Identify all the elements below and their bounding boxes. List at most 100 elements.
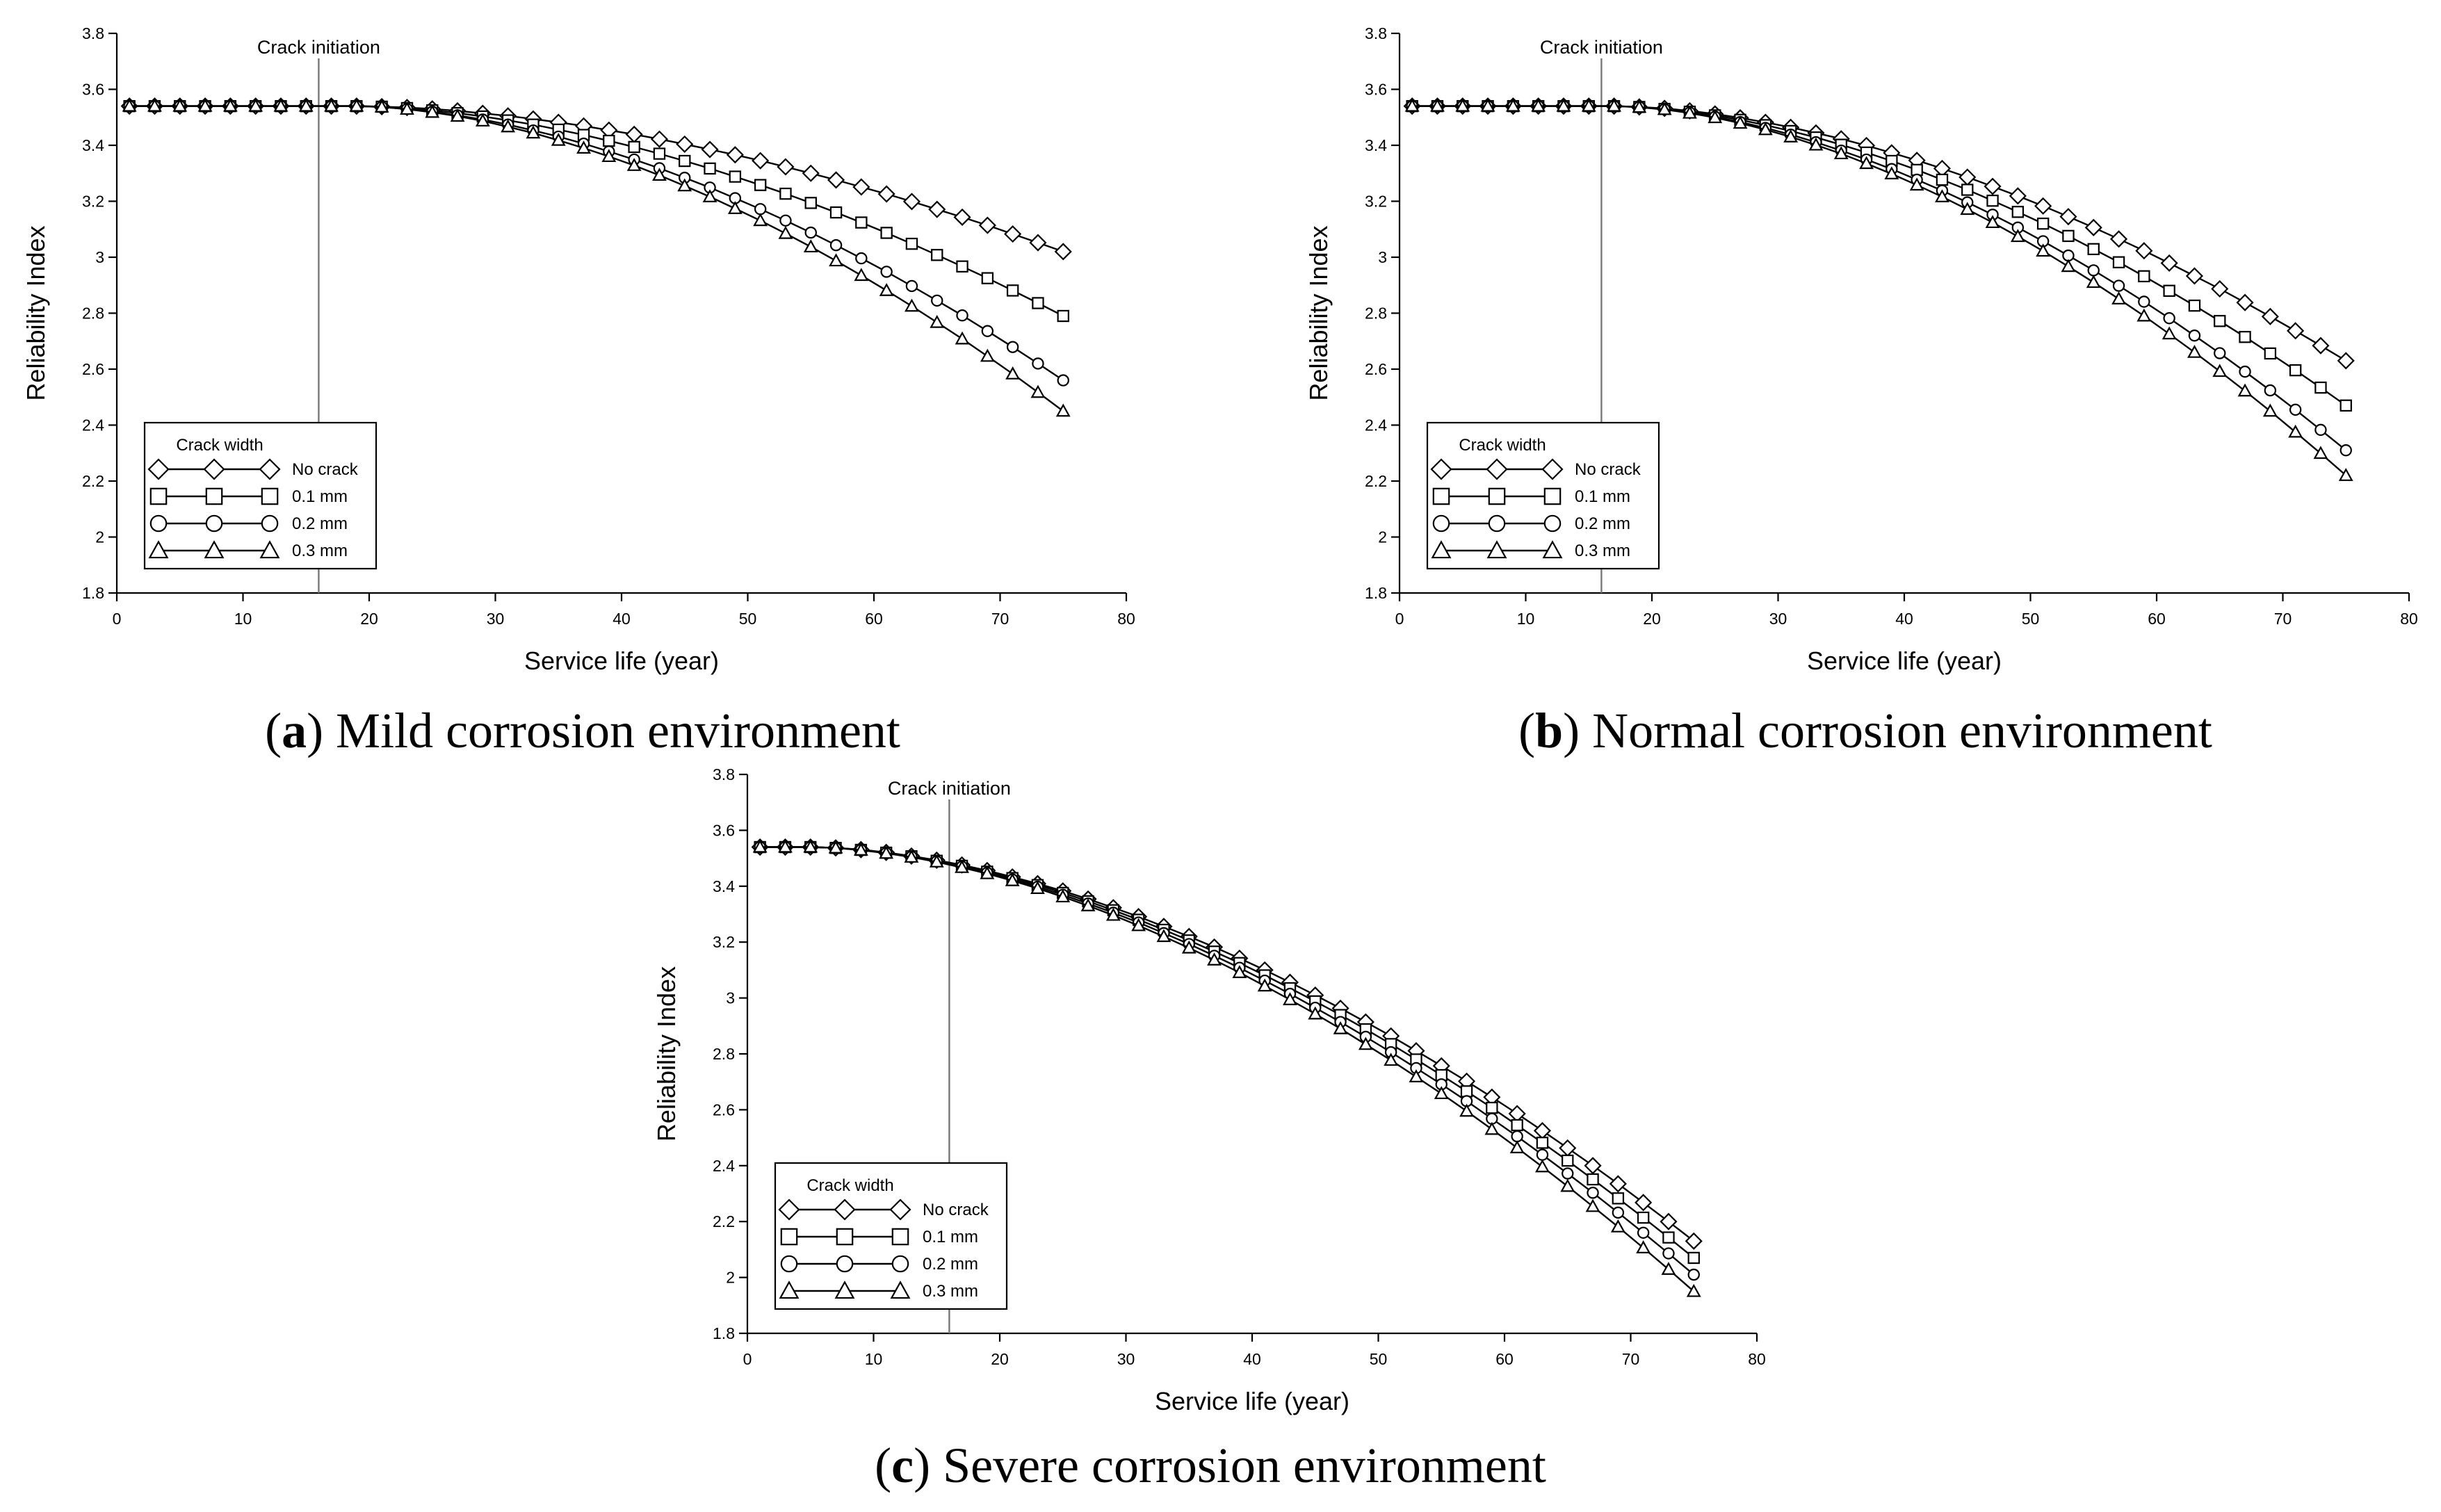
data-point-triangle bbox=[1708, 110, 1723, 124]
data-point-triangle bbox=[1636, 1240, 1651, 1253]
data-point-circle bbox=[855, 252, 868, 265]
data-point-triangle bbox=[1509, 1140, 1525, 1154]
data-point-triangle bbox=[374, 99, 389, 113]
x-tick-label: 0 bbox=[113, 610, 122, 628]
data-point-triangle bbox=[1055, 889, 1071, 903]
x-tick-label: 70 bbox=[2274, 610, 2292, 628]
legend-entry-label: 0.1 mm bbox=[923, 1228, 978, 1246]
x-axis-label: Service life (year) bbox=[1807, 647, 2002, 675]
data-point-square bbox=[1511, 1119, 1523, 1132]
data-point-square bbox=[1032, 297, 1044, 309]
data-point-diamond bbox=[2236, 293, 2254, 311]
y-tick-label: 3.4 bbox=[1365, 136, 1387, 154]
x-axis-label: Service life (year) bbox=[1155, 1387, 1349, 1415]
y-tick-label: 3.4 bbox=[713, 877, 735, 895]
data-point-triangle bbox=[853, 843, 868, 856]
data-point-diamond bbox=[1959, 168, 1977, 186]
data-point-triangle bbox=[1459, 1103, 1474, 1117]
data-point-triangle bbox=[1333, 1021, 1348, 1034]
legend-entry-label: 0.2 mm bbox=[1575, 514, 1630, 533]
data-point-square bbox=[1460, 1085, 1473, 1098]
data-point-diamond bbox=[1660, 1212, 1678, 1230]
data-point-triangle bbox=[2086, 275, 2101, 288]
y-tick-label: 3 bbox=[1378, 248, 1387, 266]
data-point-circle bbox=[905, 279, 918, 293]
data-point-triangle bbox=[147, 98, 162, 112]
data-point-triangle bbox=[1156, 929, 1171, 943]
data-point-triangle bbox=[526, 125, 541, 139]
data-point-triangle bbox=[1308, 1006, 1323, 1020]
data-point-square bbox=[880, 227, 893, 239]
data-point-triangle bbox=[1758, 122, 1773, 136]
data-point-triangle bbox=[1581, 98, 1596, 112]
data-point-square bbox=[1637, 1211, 1650, 1224]
data-point-circle bbox=[2289, 403, 2302, 416]
data-point-square bbox=[2087, 243, 2100, 256]
data-point-triangle bbox=[1833, 146, 1849, 160]
y-tick-label: 2.4 bbox=[82, 416, 104, 434]
data-point-triangle bbox=[475, 113, 490, 127]
data-point-triangle bbox=[1257, 978, 1272, 992]
data-point-triangle bbox=[122, 98, 137, 112]
data-point-circle bbox=[1687, 1268, 1700, 1281]
legend-marker-circle bbox=[836, 1255, 854, 1273]
y-tick-label: 2 bbox=[1378, 528, 1387, 546]
data-point-triangle bbox=[1535, 1159, 1550, 1173]
caption-text: Severe corrosion environment bbox=[943, 1438, 1546, 1493]
y-tick-label: 2.8 bbox=[713, 1045, 735, 1063]
series-triangle bbox=[752, 839, 1701, 1297]
data-point-square bbox=[1687, 1251, 1700, 1265]
data-point-square bbox=[653, 147, 666, 160]
data-point-square bbox=[729, 170, 742, 183]
data-point-triangle bbox=[1080, 898, 1096, 911]
series-line bbox=[129, 105, 1064, 253]
data-point-circle bbox=[1006, 341, 1019, 353]
data-point-triangle bbox=[778, 225, 793, 239]
data-point-triangle bbox=[1455, 98, 1470, 112]
data-point-diamond bbox=[2109, 230, 2128, 248]
legend-entry-label: 0.3 mm bbox=[1575, 542, 1630, 560]
data-point-triangle bbox=[1610, 1219, 1625, 1233]
data-point-diamond bbox=[1984, 177, 2002, 195]
legend-marker-square bbox=[1432, 487, 1450, 505]
data-point-square bbox=[1587, 1173, 1599, 1186]
legend-marker-diamond bbox=[147, 458, 170, 480]
data-point-circle bbox=[829, 238, 843, 252]
data-point-circle bbox=[804, 226, 817, 239]
data-point-triangle bbox=[273, 98, 289, 112]
data-point-square bbox=[2163, 284, 2175, 298]
data-point-circle bbox=[956, 309, 968, 322]
data-point-circle bbox=[1612, 1206, 1625, 1219]
data-point-square bbox=[2011, 206, 2025, 218]
y-tick-label: 2.6 bbox=[1365, 360, 1387, 378]
panel-caption: (b) Normal corrosion environment bbox=[1518, 703, 2212, 758]
x-tick-label: 40 bbox=[1243, 1350, 1261, 1368]
data-point-square bbox=[603, 134, 615, 147]
x-tick-label: 80 bbox=[2400, 610, 2418, 628]
data-point-diamond bbox=[2034, 197, 2052, 215]
data-point-triangle bbox=[854, 268, 869, 282]
data-point-triangle bbox=[1607, 98, 1621, 112]
y-tick-label: 2.2 bbox=[713, 1212, 735, 1230]
data-point-triangle bbox=[2262, 403, 2278, 417]
x-tick-label: 30 bbox=[1769, 610, 1787, 628]
y-tick-label: 2.6 bbox=[713, 1100, 735, 1119]
legend-marker-square bbox=[891, 1228, 909, 1246]
caption-paren-close: ) bbox=[914, 1438, 943, 1493]
legend-entry-label: 0.1 mm bbox=[292, 487, 348, 506]
data-point-circle bbox=[2112, 279, 2125, 292]
data-point-circle bbox=[2339, 444, 2352, 457]
y-tick-label: 2.8 bbox=[82, 304, 104, 323]
data-point-triangle bbox=[576, 140, 591, 154]
caption-text: Mild corrosion environment bbox=[336, 703, 900, 758]
data-point-triangle bbox=[1232, 965, 1247, 978]
data-point-diamond bbox=[625, 125, 643, 143]
data-point-diamond bbox=[2312, 336, 2330, 355]
data-point-triangle bbox=[1783, 129, 1799, 143]
chart-panel-b: 1.8 2 2.2 2.4 2.6 2.8 3 3.2 3.4 3.6 3.8 0 10 20 30 40 50… bbox=[1304, 24, 2418, 758]
data-point-triangle bbox=[1430, 98, 1445, 112]
data-point-triangle bbox=[955, 860, 969, 873]
data-point-diamond bbox=[2185, 267, 2204, 285]
data-point-triangle bbox=[1005, 872, 1020, 886]
